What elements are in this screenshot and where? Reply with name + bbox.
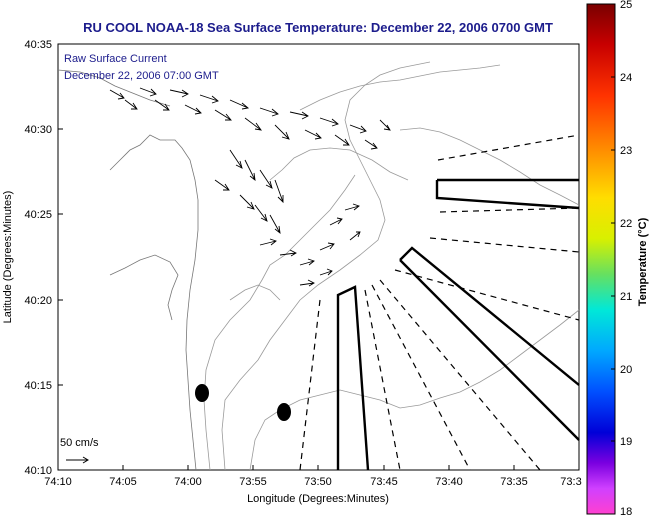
- coastline: [57, 69, 199, 471]
- x-tick-label: 74:05: [109, 476, 137, 488]
- y-tick-label: 40:35: [24, 39, 52, 51]
- x-axis-label: Longitude (Degrees:Minutes): [247, 493, 389, 505]
- colorbar-label: Temperature (°C): [637, 217, 649, 306]
- y-axis-label: Latitude (Degrees:Minutes): [2, 191, 14, 324]
- y-tick-label: 40:25: [24, 209, 52, 221]
- colorbar-tick-label: 24: [620, 72, 632, 84]
- colorbar-tick-label: 25: [620, 0, 632, 11]
- station-marker: [195, 384, 209, 402]
- colorbar: [586, 3, 616, 515]
- legend-date: December 22, 2006 07:00 GMT: [64, 70, 219, 82]
- x-tick-label: 74:00: [174, 476, 202, 488]
- colorbar-tick-label: 20: [620, 364, 632, 376]
- colorbar-tick-label: 22: [620, 218, 632, 230]
- radial-lines: [299, 134, 580, 471]
- scale-label: 50 cm/s: [60, 437, 99, 449]
- x-tick-label: 73:3: [560, 476, 581, 488]
- x-tick-label: 73:35: [500, 476, 528, 488]
- x-tick-label: 74:10: [44, 476, 72, 488]
- x-tick-label: 73:45: [370, 476, 398, 488]
- current-vectors: [109, 87, 391, 287]
- y-tick-label: 40:30: [24, 124, 52, 136]
- legend-label: Raw Surface Current: [64, 53, 167, 65]
- colorbar-tick-label: 21: [620, 291, 632, 303]
- x-axis-ticks: [57, 465, 515, 470]
- colorbar-ticks: [611, 76, 615, 442]
- y-tick-label: 40:10: [24, 465, 52, 477]
- x-tick-label: 73:50: [304, 476, 332, 488]
- y-tick-label: 40:15: [24, 380, 52, 392]
- plot-frame: [57, 43, 580, 471]
- x-tick-label: 73:55: [239, 476, 267, 488]
- scale-arrow: [66, 456, 89, 464]
- station-marker: [277, 403, 291, 421]
- y-axis-ticks: [58, 43, 63, 471]
- radar-boxes: [336, 178, 580, 471]
- colorbar-tick-label: 18: [620, 506, 632, 518]
- y-tick-label: 40:20: [24, 295, 52, 307]
- plot-title: RU COOL NOAA-18 Sea Surface Temperature:…: [83, 20, 553, 35]
- colorbar-tick-label: 23: [620, 145, 632, 157]
- colorbar-tick-label: 19: [620, 436, 632, 448]
- x-tick-label: 73:40: [435, 476, 463, 488]
